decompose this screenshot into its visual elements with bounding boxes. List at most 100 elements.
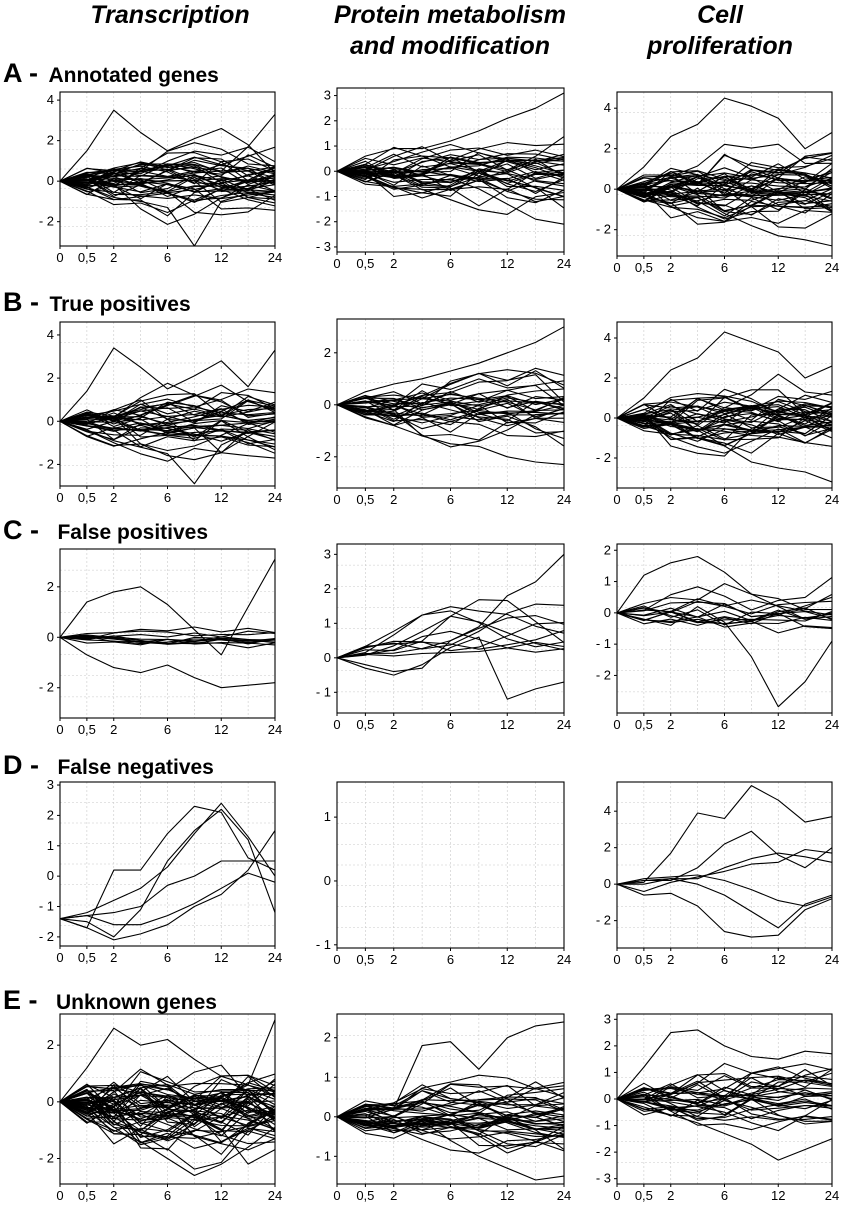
- y-tick-label: - 3: [316, 239, 331, 254]
- row-title: True positives: [49, 293, 191, 316]
- y-tick-label: 0: [604, 1091, 611, 1106]
- series-line: [617, 188, 832, 247]
- y-tick-label: 2: [604, 141, 611, 156]
- series-line: [60, 1101, 275, 1151]
- series-line: [60, 636, 275, 645]
- series-line: [337, 147, 564, 175]
- y-tick-label: 4: [47, 327, 54, 342]
- series-line: [60, 174, 275, 203]
- x-tick-label: 2: [110, 490, 117, 505]
- series-line: [617, 611, 832, 634]
- series-line: [337, 170, 564, 183]
- series-line: [337, 146, 564, 172]
- y-tick-label: 2: [47, 807, 54, 822]
- y-tick-label: 0: [47, 868, 54, 883]
- series-line: [337, 165, 564, 192]
- y-tick-label: - 2: [39, 214, 54, 229]
- row-label-b: B - True positives: [3, 287, 191, 318]
- y-tick-label: 0: [604, 605, 611, 620]
- y-tick-label: 2: [47, 133, 54, 148]
- x-tick-label: 12: [500, 492, 514, 507]
- row-title: False negatives: [57, 756, 214, 779]
- series-line: [617, 576, 832, 614]
- x-tick-label: 6: [164, 1188, 171, 1203]
- x-tick-label: 2: [667, 1188, 674, 1203]
- y-tick-label: 0: [47, 629, 54, 644]
- y-tick-label: 2: [47, 579, 54, 594]
- x-tick-label: 0,5: [635, 952, 653, 967]
- series-line: [337, 1090, 564, 1120]
- y-tick-label: 2: [324, 113, 331, 128]
- series-line: [337, 390, 564, 411]
- series-line: [617, 605, 832, 626]
- x-tick-label: 2: [110, 950, 117, 965]
- y-tick-label: - 1: [316, 188, 331, 203]
- series-line: [337, 553, 564, 673]
- x-tick-label: 6: [721, 717, 728, 732]
- x-tick-label: 0: [613, 1188, 620, 1203]
- x-tick-label: 6: [447, 256, 454, 271]
- x-tick-label: 2: [110, 250, 117, 265]
- y-tick-label: 0: [47, 413, 54, 428]
- x-tick-label: 0: [613, 717, 620, 732]
- x-tick-label: 0: [56, 1188, 63, 1203]
- series-line: [60, 420, 275, 448]
- x-tick-label: 0,5: [356, 952, 374, 967]
- chart-c-transcription: - 2 0 2 0 0,5 2 6 12 24: [39, 548, 282, 737]
- series-line: [617, 830, 832, 885]
- column-title-line: and modification: [350, 32, 550, 60]
- y-tick-label: 0: [604, 876, 611, 891]
- series-line: [617, 405, 832, 427]
- y-tick-label: 0: [324, 650, 331, 665]
- series-group: [617, 97, 832, 247]
- series-line: [617, 187, 832, 216]
- x-tick-label: 0,5: [356, 1188, 374, 1203]
- x-tick-label: 0,5: [78, 250, 96, 265]
- column-title-line: proliferation: [647, 32, 793, 60]
- y-tick-label: 1: [324, 138, 331, 153]
- series-line: [337, 404, 564, 433]
- series-line: [60, 109, 275, 182]
- series-line: [617, 393, 832, 419]
- series-line: [617, 878, 832, 929]
- series-line: [617, 416, 832, 447]
- x-tick-label: 12: [214, 490, 228, 505]
- y-tick-label: 3: [324, 88, 331, 103]
- x-tick-label: 12: [214, 722, 228, 737]
- x-tick-label: 0,5: [78, 1188, 96, 1203]
- series-line: [60, 1084, 275, 1111]
- series-line: [617, 583, 832, 614]
- series-line: [617, 188, 832, 219]
- series-line: [337, 170, 564, 207]
- x-tick-label: 24: [557, 1188, 571, 1203]
- series-line: [60, 180, 275, 203]
- x-tick-label: 24: [557, 717, 571, 732]
- x-tick-label: 2: [667, 952, 674, 967]
- series-line: [337, 168, 564, 188]
- series-line: [60, 808, 275, 938]
- x-tick-label: 2: [390, 952, 397, 967]
- series-group: [60, 558, 275, 689]
- x-tick-label: 24: [557, 492, 571, 507]
- x-tick-label: 2: [667, 492, 674, 507]
- series-line: [337, 393, 564, 411]
- x-tick-label: 2: [667, 260, 674, 275]
- chart-e-transcription: - 2 0 2 0 0,5 2 6 12 24: [39, 1013, 282, 1203]
- series-line: [337, 606, 564, 659]
- y-tick-label: 0: [47, 173, 54, 188]
- x-tick-label: 24: [268, 250, 282, 265]
- series-line: [60, 418, 275, 441]
- x-tick-label: 2: [390, 1188, 397, 1203]
- y-tick-label: 2: [47, 370, 54, 385]
- series-line: [60, 1084, 275, 1116]
- series-line: [60, 1097, 275, 1132]
- series-line: [337, 169, 564, 191]
- y-tick-label: - 2: [39, 680, 54, 695]
- series-line: [60, 154, 275, 182]
- row-letter: E -: [3, 985, 38, 1015]
- y-tick-label: 2: [324, 345, 331, 360]
- row-letter: C -: [3, 515, 39, 545]
- row-letter: A -: [3, 58, 38, 88]
